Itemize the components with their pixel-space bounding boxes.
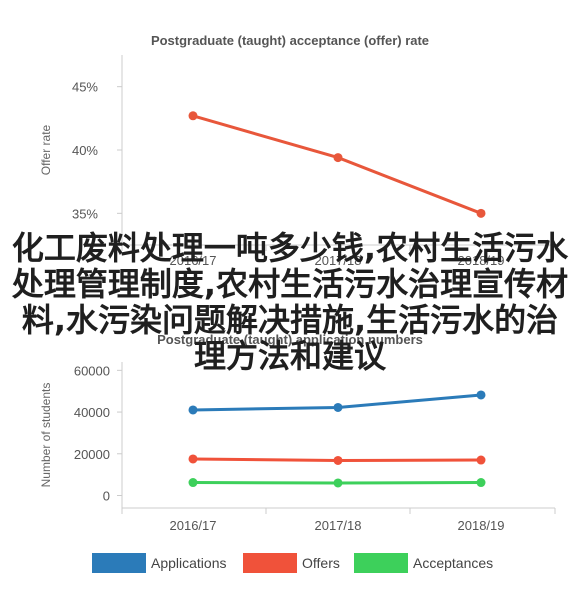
chart1-series-line-offer-rate — [192, 114, 482, 215]
chart2-y-tick-label: 40000 — [74, 405, 110, 420]
chart2-y-tick-label: 20000 — [74, 447, 110, 462]
chart1-y-tick-label: 45% — [72, 80, 98, 95]
chart2-data-point — [333, 402, 343, 412]
chart2-data-point — [188, 478, 198, 488]
chart2-legend-label-offers: Offers — [302, 555, 340, 571]
chart2-legend-swatch-applications — [92, 553, 146, 573]
chart2-y-tick-label: 0 — [103, 488, 110, 503]
chart1-y-axis-label: Offer rate — [39, 124, 53, 175]
chart2-data-point — [476, 478, 486, 488]
chart2-data-point — [188, 405, 198, 415]
chart2-data-point — [188, 454, 198, 464]
chart2-legend-label-applications: Applications — [151, 555, 227, 571]
chart1-x-tick-label: 2016/17 — [170, 253, 217, 268]
chart2-data-point — [333, 455, 343, 465]
chart1-y-tick-label: 40% — [72, 143, 98, 158]
chart1-title: Postgraduate (taught) acceptance (offer)… — [151, 33, 429, 48]
chart1-data-point — [476, 208, 486, 218]
chart2-y-axis-label: Number of students — [39, 383, 53, 488]
chart2-x-tick-label: 2017/18 — [315, 518, 362, 533]
chart2-data-point — [476, 390, 486, 400]
chart1-x-tick-label: 2018/19 — [458, 253, 505, 268]
chart2-data-point — [476, 455, 486, 465]
chart2-x-tick-label: 2016/17 — [170, 518, 217, 533]
chart2-data-point — [333, 478, 343, 488]
chart2-legend-swatch-acceptances — [354, 553, 408, 573]
chart1-x-tick-label: 2017/18 — [315, 253, 362, 268]
chart2-legend-swatch-offers — [243, 553, 297, 573]
chart2-title: Postgraduate (taught) application number… — [157, 332, 423, 347]
chart2-x-tick-label: 2018/19 — [458, 518, 505, 533]
overlay-watermark-text: 化工废料处理一吨多少钱,农村生活污水处理管理制度,农村生活污水治理宣传材料,水污… — [11, 229, 569, 375]
chart1-data-point — [188, 111, 198, 121]
chart2-y-tick-label: 60000 — [74, 363, 110, 378]
chart1-data-point — [333, 153, 343, 163]
chart2-legend-label-acceptances: Acceptances — [413, 555, 493, 571]
chart1-y-tick-label: 35% — [72, 206, 98, 221]
